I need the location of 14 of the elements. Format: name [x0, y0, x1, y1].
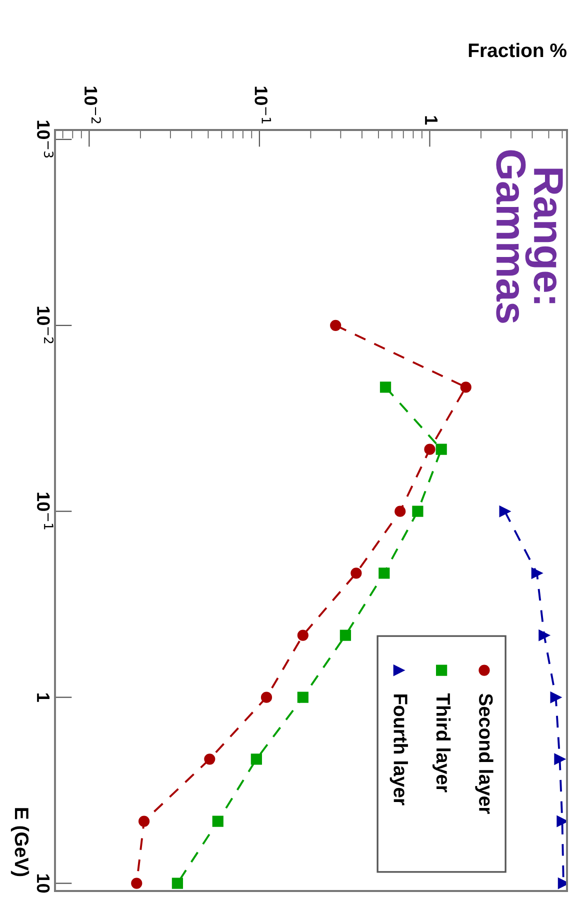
y-tick-label: 10 — [36, 874, 50, 893]
legend-label: Second layer — [475, 694, 494, 814]
y-axis-title: E (GeV) — [10, 808, 30, 876]
x-axis-title: Fraction % — [468, 42, 566, 58]
y-tick-label: 10$^{−3}$ — [37, 120, 54, 158]
y-tick-label: 10$^{−1}$ — [37, 492, 54, 530]
y-tick-label: 1 — [37, 693, 50, 702]
legend-label: Fourth layer — [390, 694, 408, 806]
y-tick-label: 10$^{−2}$ — [37, 306, 54, 344]
x-tick-label: 10$^{−2}$ — [84, 86, 101, 124]
annotation: Range: Gammas — [496, 150, 563, 323]
x-tick-label: 10$^{−1}$ — [254, 86, 272, 124]
x-tick-label: 1 — [425, 116, 438, 125]
legend-label: Third layer — [432, 693, 451, 792]
